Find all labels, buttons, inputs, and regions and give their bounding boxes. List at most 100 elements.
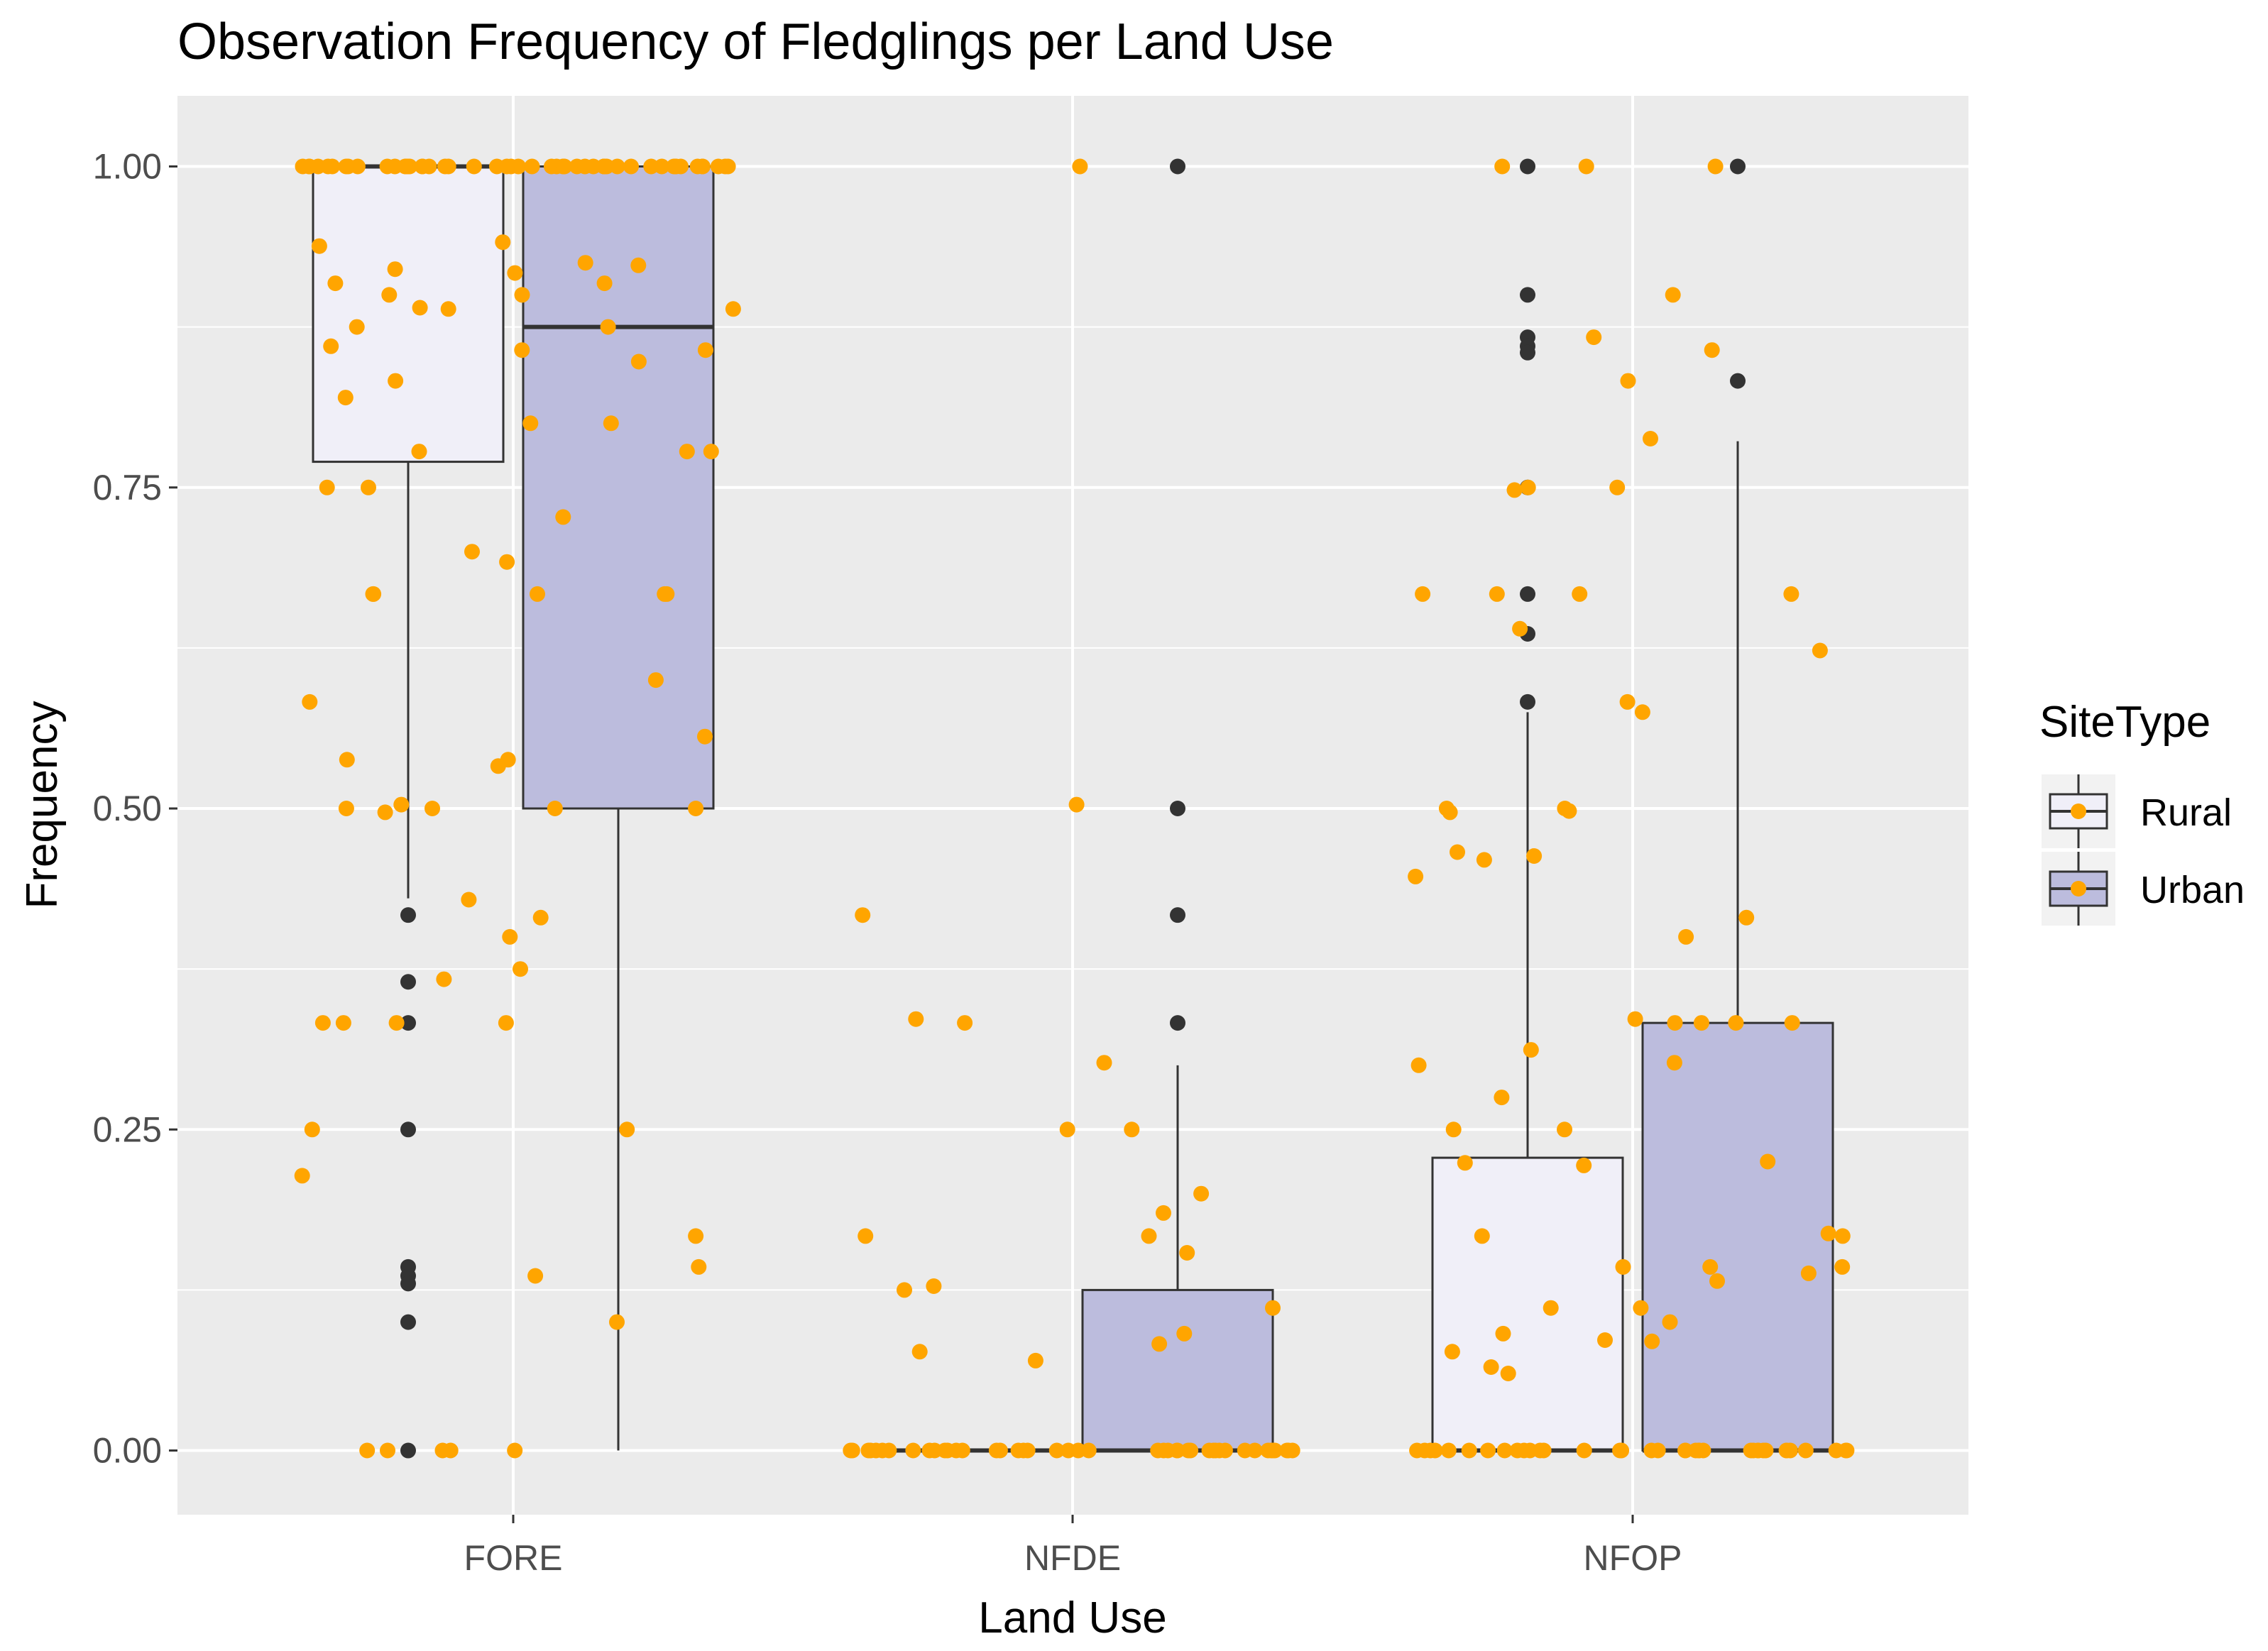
jitter-point xyxy=(1834,1258,1851,1275)
jitter-points xyxy=(294,158,1855,1459)
jitter-point xyxy=(1179,1245,1195,1261)
jitter-point xyxy=(555,509,571,525)
jitter-point xyxy=(327,275,344,292)
jitter-point xyxy=(1408,868,1424,884)
jitter-point xyxy=(513,961,528,977)
box-urban-nfop xyxy=(1641,1021,1834,1452)
jitter-point xyxy=(359,1442,376,1459)
legend-key-point xyxy=(2071,803,2086,819)
jitter-point xyxy=(1644,1333,1660,1349)
jitter-point xyxy=(335,1015,351,1031)
jitter-point xyxy=(1410,1057,1427,1073)
jitter-point xyxy=(1124,1121,1140,1138)
jitter-point xyxy=(600,319,616,335)
jitter-point xyxy=(1217,1442,1233,1459)
outlier-point xyxy=(400,1314,416,1330)
x-axis-ticks: FORE NFDE NFOP xyxy=(464,1515,1682,1578)
jitter-point xyxy=(1183,1442,1199,1459)
jitter-point xyxy=(1797,1442,1814,1459)
jitter-point xyxy=(1709,1273,1725,1289)
jitter-point xyxy=(1070,1442,1086,1459)
jitter-point xyxy=(1059,1121,1075,1138)
jitter-point xyxy=(647,672,664,689)
y-tick-label: 1.00 xyxy=(93,146,162,186)
jitter-point xyxy=(1457,1155,1473,1171)
jitter-point xyxy=(1665,287,1681,303)
jitter-point xyxy=(1281,1442,1296,1459)
jitter-point xyxy=(577,255,593,271)
jitter-point xyxy=(603,415,619,432)
jitter-point xyxy=(388,373,404,389)
jitter-point xyxy=(323,338,339,354)
jitter-point xyxy=(1760,1153,1776,1170)
jitter-point xyxy=(1494,158,1511,175)
jitter-point xyxy=(499,554,515,570)
box-urban-nfde xyxy=(1081,1288,1274,1452)
outlier-point xyxy=(400,1442,416,1459)
legend-key-urban: Urban xyxy=(2042,852,2245,926)
jitter-point xyxy=(381,287,398,303)
jitter-point xyxy=(464,544,480,560)
jitter-point xyxy=(295,158,311,175)
jitter-point xyxy=(507,265,523,281)
outlier-point xyxy=(1520,344,1535,361)
jitter-point xyxy=(585,158,601,175)
jitter-point xyxy=(393,796,410,813)
jitter-point xyxy=(1474,1228,1490,1244)
jitter-point xyxy=(908,1011,924,1027)
jitter-point xyxy=(926,1442,943,1459)
jitter-point xyxy=(1576,1442,1592,1459)
jitter-point xyxy=(304,1121,320,1138)
jitter-point xyxy=(1480,1442,1496,1459)
outlier-point xyxy=(1730,373,1746,389)
jitter-point xyxy=(1783,586,1799,602)
jitter-point xyxy=(688,801,704,816)
jitter-point xyxy=(1523,1042,1539,1058)
jitter-point xyxy=(495,234,511,251)
jitter-point xyxy=(461,892,477,908)
outlier-point xyxy=(1170,907,1185,923)
jitter-point xyxy=(1027,1352,1043,1368)
jitter-point xyxy=(1597,1332,1613,1348)
jitter-point xyxy=(926,1278,942,1294)
jitter-point xyxy=(1489,586,1505,602)
jitter-point xyxy=(1072,158,1088,175)
outlier-point xyxy=(1520,287,1535,303)
jitter-point xyxy=(679,444,695,460)
jitter-point xyxy=(1265,1300,1281,1316)
jitter-point xyxy=(498,1015,514,1031)
jitter-point xyxy=(1010,1442,1026,1459)
legend-keys: Rural Urban xyxy=(2042,774,2245,926)
jitter-point xyxy=(397,158,413,175)
jitter-point xyxy=(688,1228,704,1244)
jitter-point xyxy=(1800,1265,1817,1281)
jitter-point xyxy=(1557,1121,1572,1138)
jitter-point xyxy=(691,1258,707,1275)
jitter-point xyxy=(630,353,647,370)
jitter-point xyxy=(522,415,539,432)
jitter-point xyxy=(725,301,741,317)
jitter-point xyxy=(596,275,613,292)
jitter-point xyxy=(1738,909,1755,926)
jitter-point xyxy=(905,1442,921,1459)
jitter-point xyxy=(1483,1359,1499,1375)
jitter-point xyxy=(860,1442,877,1459)
jitter-point xyxy=(1728,1015,1744,1031)
jitter-point xyxy=(339,752,355,768)
jitter-point xyxy=(440,301,456,317)
jitter-point xyxy=(510,158,527,175)
jitter-point xyxy=(1494,1090,1510,1106)
jitter-point xyxy=(1169,1442,1185,1459)
jitter-point xyxy=(514,287,530,303)
jitter-point xyxy=(911,1344,928,1360)
jitter-point xyxy=(466,158,482,175)
jitter-point xyxy=(412,300,428,316)
jitter-point xyxy=(1666,1055,1682,1071)
jitter-point xyxy=(1151,1336,1168,1352)
jitter-point xyxy=(1156,1442,1172,1459)
jitter-point xyxy=(532,909,549,926)
x-tick-label: FORE xyxy=(464,1538,563,1578)
x-axis-title: Land Use xyxy=(978,1594,1166,1642)
jitter-point xyxy=(1834,1228,1851,1244)
